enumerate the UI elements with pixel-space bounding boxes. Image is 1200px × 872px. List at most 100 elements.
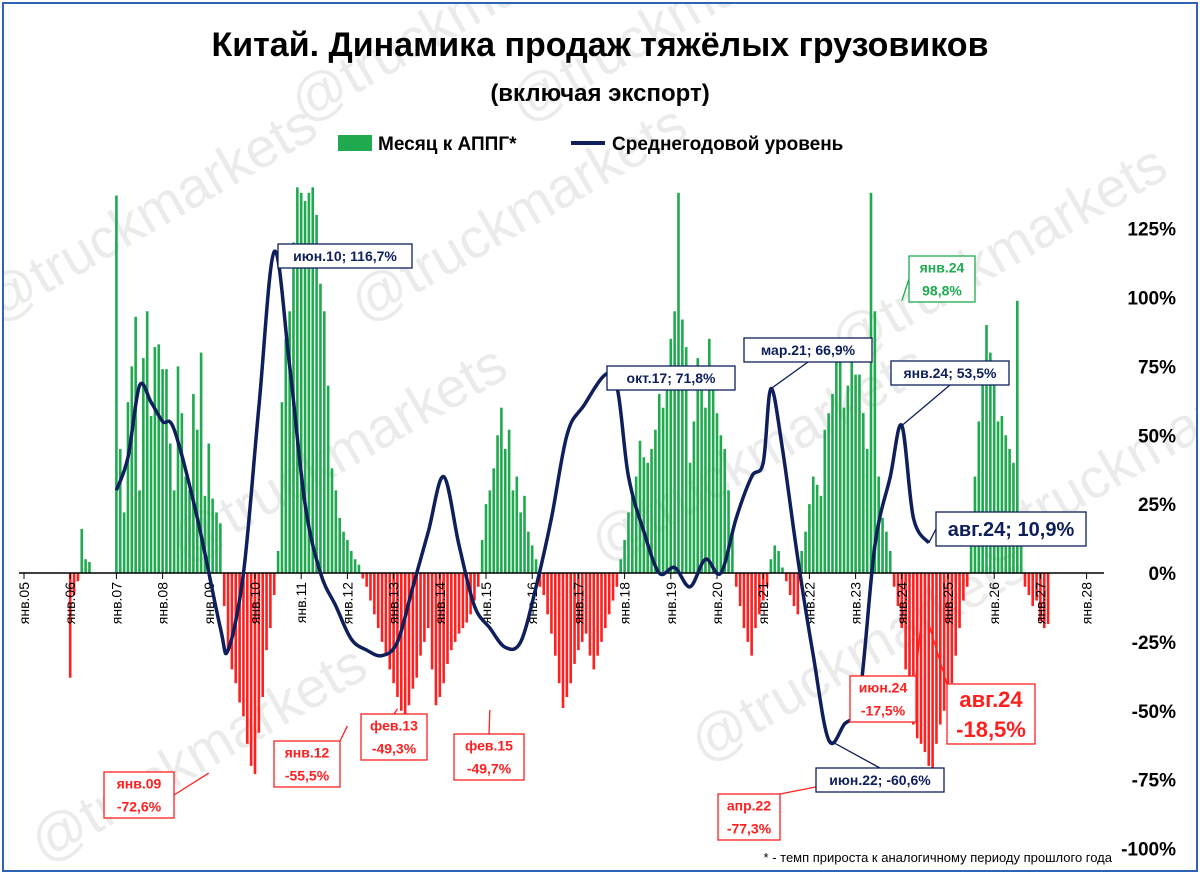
x-tick-label: янв.18 [617, 582, 633, 624]
bar [68, 573, 72, 678]
bar [858, 374, 861, 573]
annotation-feb15: фев.15 -49,7% [453, 709, 525, 781]
bar [199, 352, 203, 573]
bar [719, 435, 723, 573]
bar [546, 573, 549, 615]
bar [773, 545, 777, 573]
bar [554, 573, 557, 656]
bar [565, 573, 569, 697]
bar [238, 573, 241, 703]
bar [681, 319, 684, 573]
bar [758, 573, 761, 615]
annotation-jan12: янв.12 -55,5% [273, 725, 348, 788]
bar [627, 512, 630, 573]
bar [153, 347, 157, 573]
annotation-label: -55,5% [285, 768, 330, 784]
bar [927, 573, 931, 766]
bar [477, 573, 480, 587]
annotation-box [717, 793, 781, 841]
annotation-label: июн.22; -60,6% [829, 772, 931, 788]
bar [977, 421, 981, 573]
bar [1023, 573, 1027, 587]
bar [149, 415, 153, 573]
bar [796, 573, 800, 615]
bar [734, 573, 738, 587]
bar [361, 573, 365, 579]
bar [219, 523, 222, 573]
bar [746, 573, 750, 642]
bar [400, 573, 403, 711]
annotation-box [908, 255, 976, 303]
annotation-label: -49,7% [467, 761, 512, 777]
x-tick-label: янв.13 [386, 582, 402, 624]
bar [962, 573, 965, 601]
bar [935, 573, 938, 744]
annotation-label: янв.12 [285, 745, 330, 761]
bar [176, 366, 180, 574]
annotation-leader [901, 384, 951, 427]
bar [873, 311, 877, 573]
bar [342, 531, 345, 573]
bar [804, 531, 807, 573]
bar [846, 385, 850, 573]
bar [750, 573, 753, 656]
bar [388, 573, 392, 670]
chart-svg: @truckmarkets@truckmarkets@truckmarkets@… [4, 4, 1196, 870]
bar [1019, 531, 1023, 573]
annotation-leader [928, 623, 948, 685]
bar [527, 531, 530, 573]
bar-series [68, 187, 1050, 786]
bar [711, 374, 715, 573]
bar [865, 449, 869, 573]
bar [592, 573, 596, 670]
bar [457, 573, 461, 634]
bar [88, 561, 91, 573]
bar [126, 402, 130, 573]
bar [134, 316, 137, 573]
bar [831, 393, 834, 573]
bar [650, 449, 653, 573]
bar [461, 573, 465, 629]
bar [604, 573, 607, 629]
bar [684, 347, 688, 573]
bar [569, 573, 572, 684]
bar [507, 429, 511, 573]
bar [496, 435, 499, 573]
chart-subtitle: (включая экспорт) [490, 80, 709, 107]
annotation-label: июн.24 [859, 680, 908, 696]
annotation-label: окт.17; 71,8% [627, 370, 716, 386]
bar [1004, 435, 1008, 573]
bar [908, 573, 911, 706]
bar [411, 573, 415, 689]
y-tick-label: 125% [1127, 220, 1176, 241]
x-tick-label: янв.05 [16, 582, 32, 624]
annotation-label: фев.15 [465, 738, 513, 754]
bar [723, 449, 726, 573]
bar [380, 573, 384, 642]
plot-area: янв.05 янв.06 янв.07 янв.08 янв.09 янв.10 янв.… [16, 187, 1176, 861]
annotation-leader [488, 709, 491, 735]
bar [939, 573, 942, 725]
x-tick-label: янв.27 [1032, 582, 1048, 624]
y-tick-label: 50% [1138, 426, 1176, 447]
bar [785, 573, 788, 582]
annotation-leader [339, 725, 348, 742]
bar [588, 573, 592, 656]
annotation-label: -72,6% [117, 799, 162, 815]
bar [373, 573, 376, 615]
bar [288, 311, 291, 573]
annotation-label: -18,5% [956, 717, 1026, 742]
bar [172, 490, 176, 573]
bar [145, 311, 149, 573]
bar [862, 413, 865, 573]
bar [480, 539, 484, 573]
bar [931, 573, 934, 786]
chart-title: Китай. Динамика продаж тяжёлых грузовико… [212, 26, 989, 64]
annotation-leader [393, 708, 398, 715]
bar [207, 443, 211, 573]
bar [430, 573, 434, 670]
bar [727, 490, 730, 573]
bar [885, 531, 888, 573]
bar [754, 573, 757, 629]
bar [72, 573, 76, 596]
